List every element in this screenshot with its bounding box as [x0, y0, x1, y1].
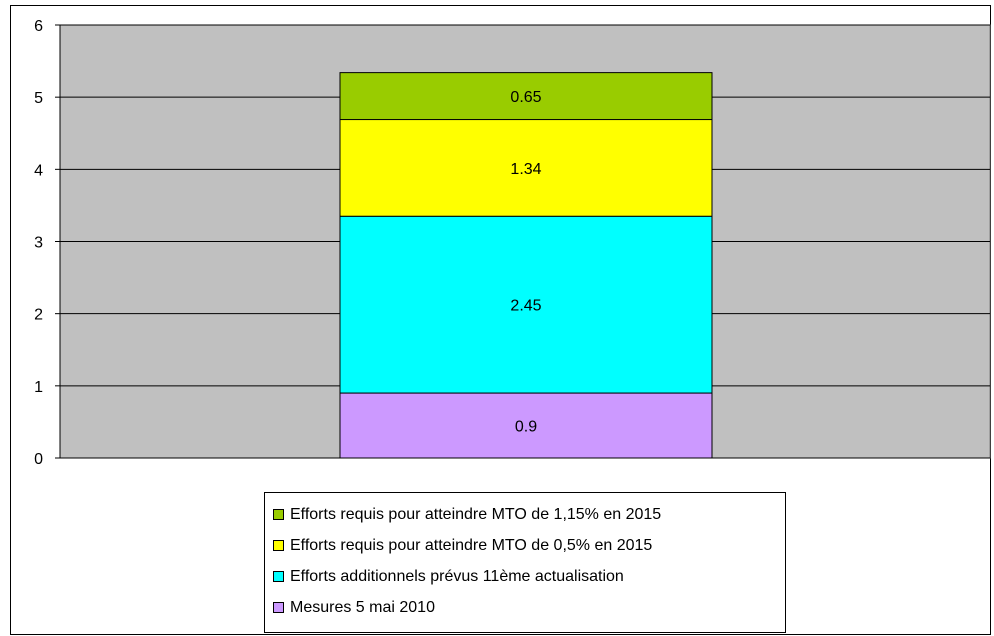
data-label: 0.65	[510, 89, 541, 106]
legend-swatch	[273, 509, 284, 520]
legend-item: Efforts requis pour atteindre MTO de 1,1…	[273, 499, 785, 530]
y-tick-label: 1	[34, 379, 43, 396]
legend-label: Efforts requis pour atteindre MTO de 0,5…	[290, 536, 653, 554]
bar-segment	[339, 392, 713, 459]
legend-item: Efforts additionnels prévus 11ème actual…	[273, 561, 785, 592]
data-label: 0.9	[515, 419, 537, 436]
legend-label: Mesures 5 mai 2010	[290, 598, 435, 616]
bar-segment	[339, 119, 713, 217]
bar-segment	[339, 215, 713, 394]
legend-item: Efforts requis pour atteindre MTO de 0,5…	[273, 530, 785, 561]
y-tick-label: 3	[34, 235, 43, 252]
data-label: 1.34	[510, 161, 541, 178]
y-tick-label: 5	[34, 90, 43, 107]
legend: Efforts requis pour atteindre MTO de 1,1…	[264, 492, 786, 633]
y-tick-label: 2	[34, 307, 43, 324]
bar-segment	[339, 72, 713, 121]
legend-swatch	[273, 540, 284, 551]
legend-item: Mesures 5 mai 2010	[273, 592, 785, 623]
data-labels: 0.9 2.45 1.34 0.65	[510, 89, 541, 435]
y-tick-label: 6	[34, 18, 43, 35]
data-label: 2.45	[510, 298, 541, 315]
bar-stack	[339, 72, 713, 459]
y-tick-label: 0	[34, 451, 43, 468]
legend-label: Efforts requis pour atteindre MTO de 1,1…	[290, 505, 662, 523]
legend-label: Efforts additionnels prévus 11ème actual…	[290, 567, 624, 585]
legend-swatch	[273, 602, 284, 613]
y-tick-label: 4	[34, 162, 43, 179]
legend-swatch	[273, 571, 284, 582]
